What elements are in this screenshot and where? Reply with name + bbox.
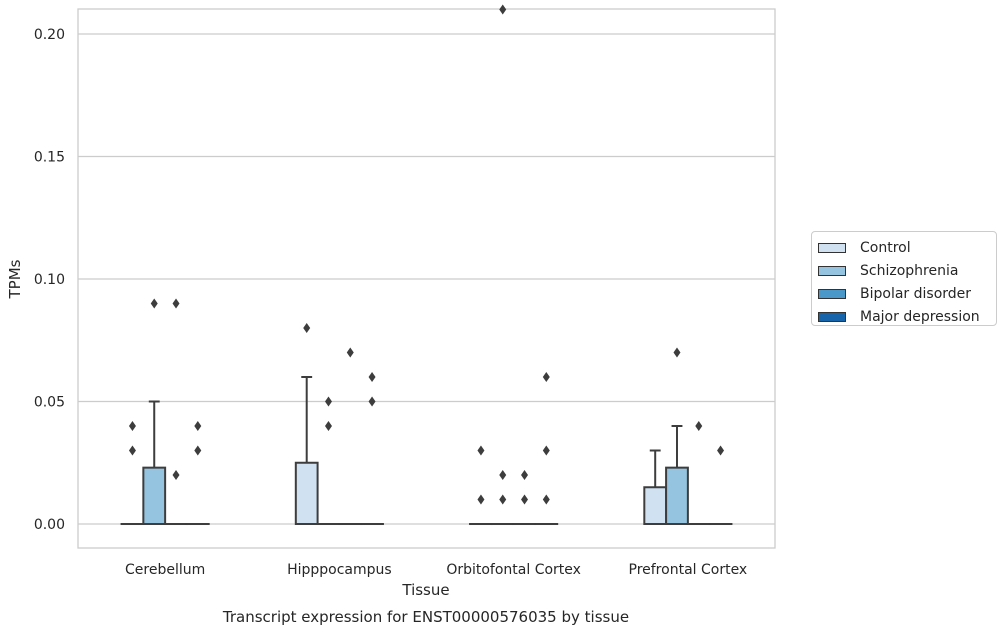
legend-item: Bipolar disorder xyxy=(818,282,996,305)
outlier-point xyxy=(695,421,703,431)
x-tick-label: Prefrontal Cortex xyxy=(629,562,748,578)
outlier-point xyxy=(477,445,485,456)
y-tick-label: 0.20 xyxy=(34,27,65,43)
outlier-point xyxy=(542,372,550,382)
outlier-point xyxy=(673,347,681,358)
outlier-point xyxy=(150,298,158,309)
y-tick-label: 0.00 xyxy=(34,517,65,533)
gridlines xyxy=(78,33,775,525)
x-axis-label: Tissue xyxy=(401,581,449,599)
outlier-point xyxy=(499,494,507,505)
outlier-point xyxy=(172,298,180,309)
plot-area-frame xyxy=(77,8,776,549)
box xyxy=(294,461,319,525)
legend-item: Schizophrenia xyxy=(818,259,996,282)
legend-swatch xyxy=(818,311,846,322)
outlier-point xyxy=(542,445,550,456)
box xyxy=(643,486,668,525)
x-tick-label: Hipppocampus xyxy=(287,562,392,578)
y-axis-ticks: 0.00 0.05 0.10 0.15 0.20 xyxy=(34,27,65,533)
box-series xyxy=(120,376,733,526)
legend-label: Schizophrenia xyxy=(860,262,959,279)
outlier-point xyxy=(324,421,332,431)
legend-label: Bipolar disorder xyxy=(860,285,972,302)
box xyxy=(665,466,689,525)
chart-caption: Transcript expression for ENST0000057603… xyxy=(222,608,629,626)
outlier-point xyxy=(128,421,136,431)
outlier-point xyxy=(717,445,725,456)
y-tick-label: 0.15 xyxy=(34,150,65,166)
legend-item: Major depression xyxy=(818,305,996,328)
legend-item: Control xyxy=(818,236,996,259)
legend-label: Control xyxy=(860,239,911,256)
outlier-points xyxy=(128,4,725,505)
legend-swatch xyxy=(818,242,846,253)
legend-swatch xyxy=(818,265,846,276)
y-axis-label: TPMs xyxy=(6,259,24,299)
outlier-point xyxy=(521,494,529,505)
outlier-point xyxy=(172,470,180,480)
outlier-point xyxy=(194,445,202,456)
outlier-point xyxy=(521,470,529,480)
legend-label: Major depression xyxy=(860,308,980,325)
x-tick-label: Cerebellum xyxy=(125,562,205,578)
x-axis-ticks: Cerebellum Hipppocampus Orbitofontal Corte… xyxy=(125,562,747,578)
outlier-point xyxy=(368,372,376,382)
outlier-point xyxy=(499,470,507,480)
legend-swatch xyxy=(818,288,846,299)
outlier-point xyxy=(477,494,485,505)
outlier-point xyxy=(128,445,136,456)
x-tick-label: Orbitofontal Cortex xyxy=(446,562,581,578)
outlier-point xyxy=(324,396,332,407)
outlier-point xyxy=(499,4,507,15)
outlier-point xyxy=(194,421,202,431)
y-tick-label: 0.05 xyxy=(34,395,65,411)
outlier-point xyxy=(303,323,311,333)
box xyxy=(142,466,167,525)
legend: Control Schizophrenia Bipolar disorder Majo… xyxy=(811,231,997,326)
outlier-point xyxy=(346,347,354,358)
y-tick-label: 0.10 xyxy=(34,272,65,288)
outlier-point xyxy=(368,396,376,407)
outlier-point xyxy=(542,494,550,505)
